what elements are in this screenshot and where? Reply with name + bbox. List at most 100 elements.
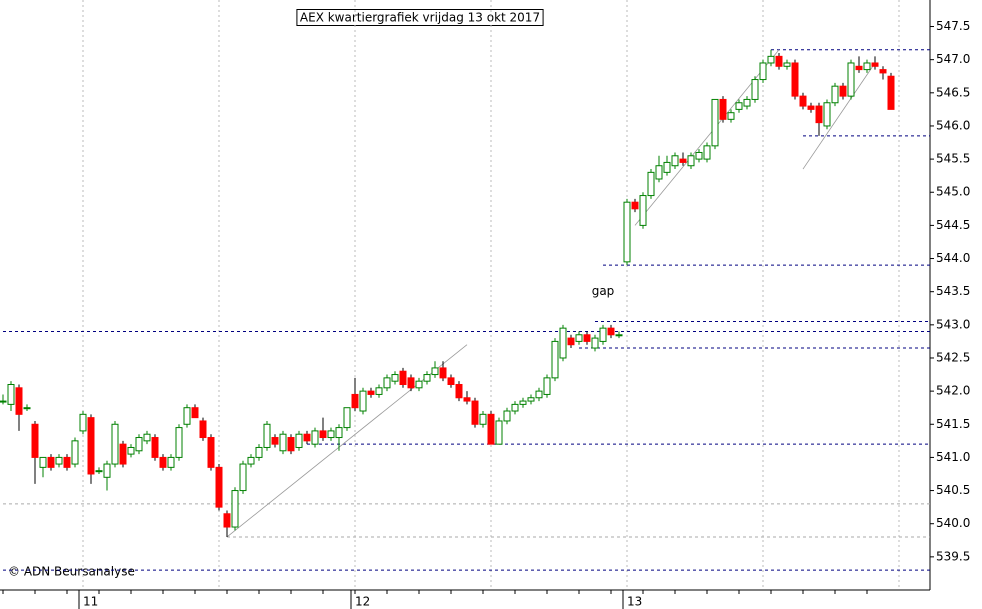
- candle-body: [223, 513, 231, 528]
- candle-body: [471, 400, 479, 425]
- candle-body: [151, 437, 159, 458]
- candle-body: [775, 55, 783, 67]
- candle-body: [159, 456, 167, 468]
- candle-body: [743, 98, 751, 107]
- candle-body: [479, 413, 487, 425]
- y-tick-label: 543.0: [936, 317, 970, 331]
- y-tick-label: 539.5: [936, 549, 970, 563]
- candle-body: [567, 337, 575, 346]
- candle-body: [559, 327, 567, 359]
- candle-body: [391, 374, 399, 382]
- candle-body: [791, 62, 799, 97]
- candle-body: [695, 151, 703, 160]
- y-tick-label: 545.5: [936, 152, 970, 166]
- candle-body: [711, 98, 719, 147]
- candle-body: [751, 79, 759, 100]
- candle-body: [447, 377, 455, 385]
- candle-body: [591, 337, 599, 349]
- candle-body: [439, 367, 447, 379]
- candle-body: [7, 383, 15, 405]
- candle-body: [871, 62, 879, 67]
- chart-title: AEX kwartiergrafiek vrijdag 13 okt 2017: [300, 11, 540, 25]
- candle-body: [359, 390, 367, 412]
- y-tick-label: 540.5: [936, 483, 970, 497]
- candle-body: [39, 456, 47, 468]
- candle-body: [463, 397, 471, 402]
- candle-body: [327, 430, 335, 439]
- candle-body: [511, 403, 519, 412]
- y-tick-label: 543.5: [936, 284, 970, 298]
- title-box: [296, 9, 544, 26]
- candle-body: [583, 334, 591, 342]
- candle-body: [679, 158, 687, 163]
- candle-body: [343, 407, 351, 429]
- y-tick-label: 545.0: [936, 185, 970, 199]
- candle-body: [47, 456, 55, 468]
- y-tick-label: 540.0: [936, 516, 970, 530]
- candle-body: [183, 407, 191, 425]
- candle-body: [623, 201, 631, 263]
- candle-body: [783, 62, 791, 67]
- y-tick-label: 542.5: [936, 350, 970, 364]
- candle-body: [127, 446, 135, 455]
- candle-body: [207, 437, 215, 468]
- candle-body: [263, 423, 271, 448]
- candle-body: [839, 85, 847, 97]
- x-tick-label: 11: [83, 595, 98, 609]
- candle-body: [367, 390, 375, 395]
- candle-body: [335, 427, 343, 439]
- candle-body: [519, 400, 527, 405]
- candle-body: [415, 380, 423, 389]
- candle-body: [167, 456, 175, 468]
- candle-body: [79, 413, 87, 432]
- credit: © ADN Beursanalyse: [8, 565, 135, 579]
- candle-body: [815, 105, 823, 124]
- candle-body: [215, 466, 223, 508]
- candle-body: [615, 334, 623, 337]
- candle-body: [735, 102, 743, 110]
- candle-body: [575, 334, 583, 342]
- candle-body: [503, 410, 511, 422]
- candle-body: [855, 65, 863, 71]
- candle-body: [239, 463, 247, 492]
- y-tick-label: 544.5: [936, 218, 970, 232]
- candle-body: [31, 423, 39, 458]
- candle-body: [607, 327, 615, 336]
- candle-body: [231, 490, 239, 528]
- candle-body: [487, 413, 495, 445]
- candle-body: [399, 370, 407, 385]
- candle-body: [95, 470, 103, 473]
- y-tick-label: 542.0: [936, 384, 970, 398]
- candle-body: [175, 427, 183, 458]
- candle-body: [271, 437, 279, 445]
- candle-body: [767, 55, 775, 64]
- candle-body: [423, 374, 431, 382]
- candle-body: [199, 420, 207, 439]
- candle-body: [71, 440, 79, 465]
- y-tick-label: 541.5: [936, 417, 970, 431]
- candle-body: [527, 397, 535, 402]
- candle-body: [551, 340, 559, 379]
- candle-body: [599, 327, 607, 342]
- candle-body: [55, 456, 63, 465]
- candle-body: [535, 390, 543, 399]
- candle-body: [887, 75, 895, 110]
- candle-body: [863, 62, 871, 71]
- candle-body: [799, 95, 807, 107]
- candle-body: [191, 407, 199, 419]
- candle-body: [143, 433, 151, 442]
- candle-body: [87, 417, 95, 475]
- candle-body: [287, 437, 295, 452]
- candle-body: [455, 383, 463, 399]
- candle-body: [303, 433, 311, 442]
- candle-body: [631, 201, 639, 210]
- candle-body: [351, 393, 359, 409]
- annotation: gap: [592, 284, 615, 298]
- y-tick-label: 546.0: [936, 118, 970, 132]
- candle-body: [879, 69, 887, 74]
- candle-body: [0, 400, 7, 403]
- candle-body: [831, 85, 839, 104]
- candle-body: [687, 155, 695, 167]
- candle-body: [807, 105, 815, 110]
